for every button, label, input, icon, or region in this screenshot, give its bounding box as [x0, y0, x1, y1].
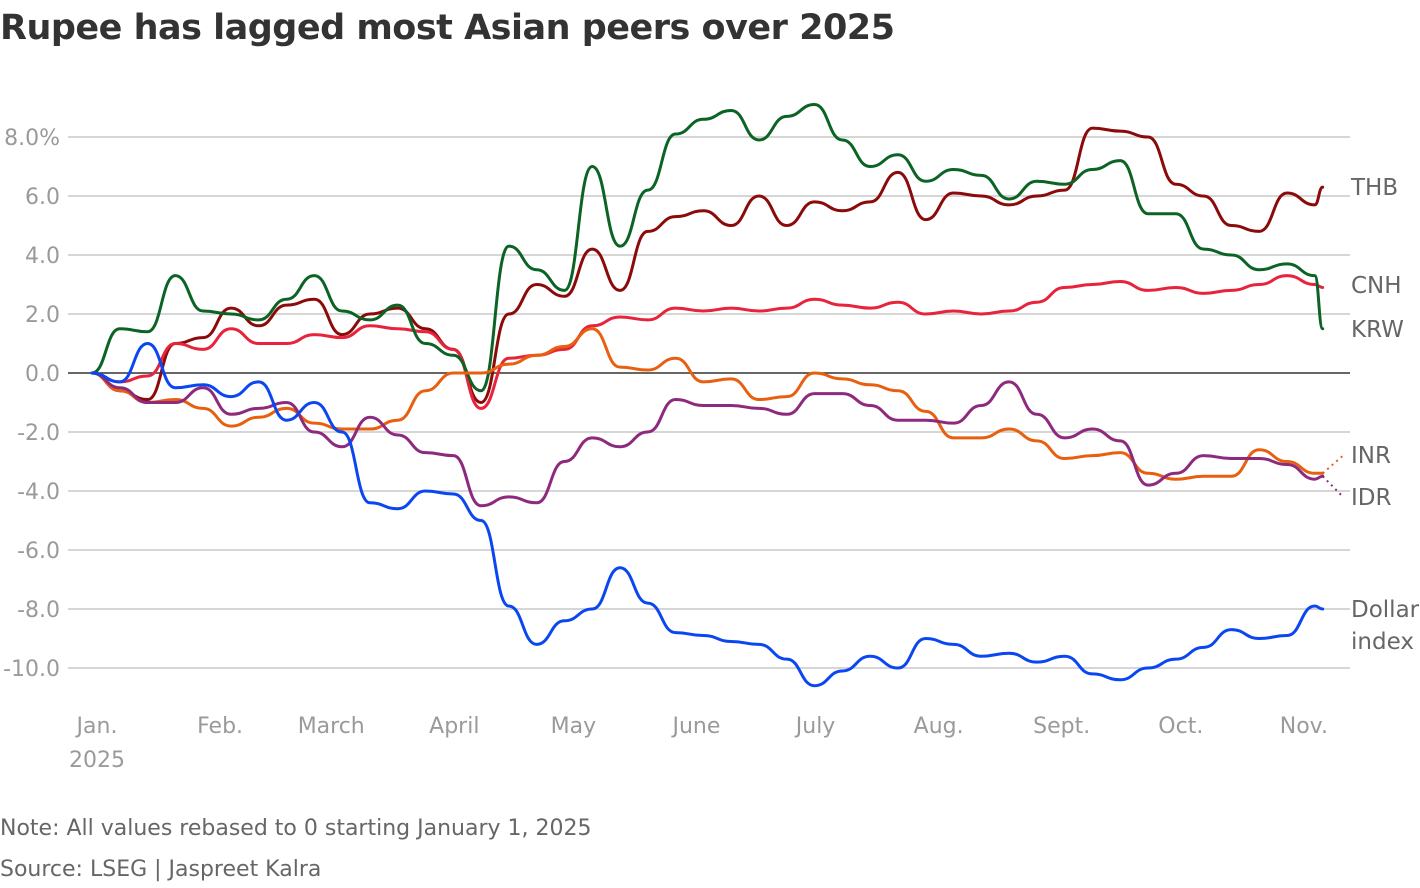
y-tick-label: 0.0: [25, 362, 60, 387]
x-tick-sublabel: 2025: [69, 748, 125, 773]
grid-lines: [68, 136, 1350, 669]
krw-label: KRW: [1351, 317, 1404, 343]
x-tick-label: Sept.: [1033, 714, 1090, 739]
series-lines: [90, 103, 1344, 688]
series-line-idr: [90, 371, 1325, 508]
y-axis-ticks: 8.0% 6.0 4.0 2.0 0.0 -2.0 -4.0 -6.0 -8.0 -10.0: [3, 126, 60, 682]
dollar-index-label: Dollar: [1351, 597, 1420, 623]
y-tick-label: -2.0: [17, 421, 60, 446]
y-tick-label: -6.0: [17, 539, 60, 564]
y-tick-label: 2.0: [25, 303, 60, 328]
x-axis-ticks: Jan. 2025 Feb. March April May June July Aug. Sep…: [69, 714, 1328, 773]
x-tick-label: Oct.: [1158, 714, 1203, 739]
y-tick-label: 6.0: [25, 185, 60, 210]
y-tick-label: 8.0%: [4, 126, 60, 151]
series-line-krw: [90, 103, 1325, 393]
thb-label: THB: [1350, 175, 1398, 201]
x-tick-label: June: [671, 714, 721, 739]
y-tick-label: -10.0: [3, 657, 60, 682]
y-tick-label: -4.0: [17, 480, 60, 505]
x-tick-label: July: [794, 714, 836, 739]
x-tick-label: Nov.: [1280, 714, 1328, 739]
series-line-dollar-index: [90, 342, 1325, 688]
x-tick-label: Feb.: [197, 714, 243, 739]
x-tick-label: Jan.: [75, 714, 118, 739]
chart-title: Rupee has lagged most Asian peers over 2…: [0, 8, 895, 48]
inr-leader-line: [1322, 454, 1344, 475]
series-line-cnh: [90, 274, 1325, 410]
idr-label: IDR: [1351, 485, 1391, 511]
dollar-index-label-line2: index: [1351, 629, 1414, 655]
chart-note: Note: All values rebased to 0 starting J…: [0, 816, 592, 841]
inr-label: INR: [1351, 443, 1391, 469]
x-tick-label: April: [429, 714, 479, 739]
x-tick-label: March: [298, 714, 365, 739]
chart-source: Source: LSEG | Jaspreet Kalra: [0, 857, 322, 882]
x-tick-label: May: [551, 714, 596, 739]
y-tick-label: -8.0: [17, 598, 60, 623]
series-labels: THB CNH KRW INR IDR Dollar index: [1350, 175, 1420, 655]
cnh-label: CNH: [1351, 273, 1402, 299]
series-line-thb: [90, 126, 1325, 404]
x-tick-label: Aug.: [914, 714, 964, 739]
line-chart: 8.0% 6.0 4.0 2.0 0.0 -2.0 -4.0 -6.0 -8.0 -10.0 Ja…: [3, 103, 1420, 773]
idr-leader-line: [1321, 475, 1344, 498]
y-tick-label: 4.0: [25, 244, 60, 269]
